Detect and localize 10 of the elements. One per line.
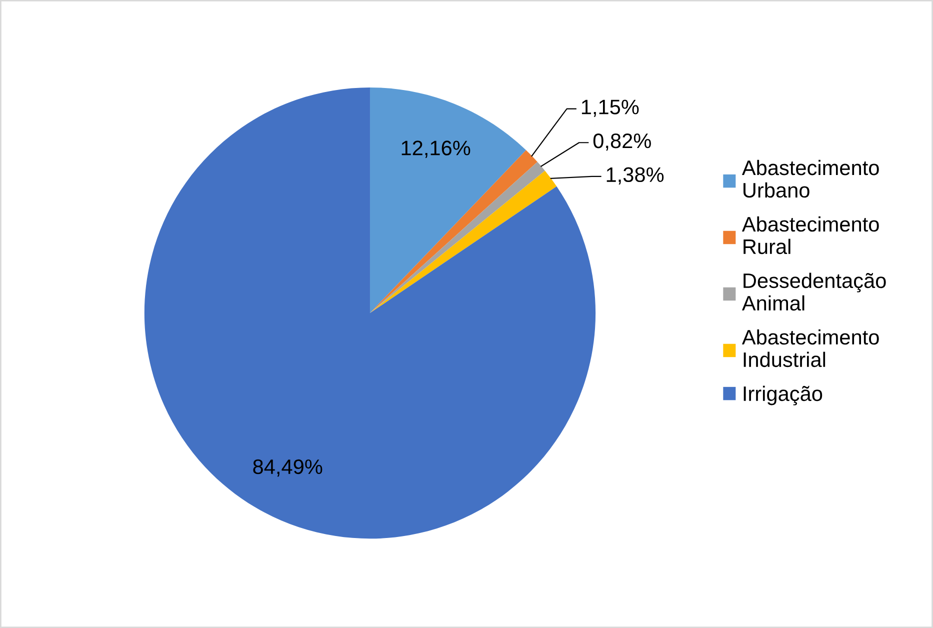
data-label: 84,49% bbox=[253, 459, 322, 477]
legend-label: Dessedentação Animal bbox=[742, 272, 886, 311]
legend-label: Abastecimento Industrial bbox=[742, 329, 879, 368]
legend-label: Irrigação bbox=[744, 386, 822, 406]
legend-label: Abastecimento Rural bbox=[742, 216, 879, 254]
data-label: 1,38% bbox=[606, 167, 664, 185]
data-label: 0,82% bbox=[593, 133, 651, 151]
legend-label: Abastecimento Urbano bbox=[742, 160, 879, 198]
data-label: 12,16% bbox=[402, 140, 470, 158]
data-label: 1,15% bbox=[582, 100, 639, 117]
